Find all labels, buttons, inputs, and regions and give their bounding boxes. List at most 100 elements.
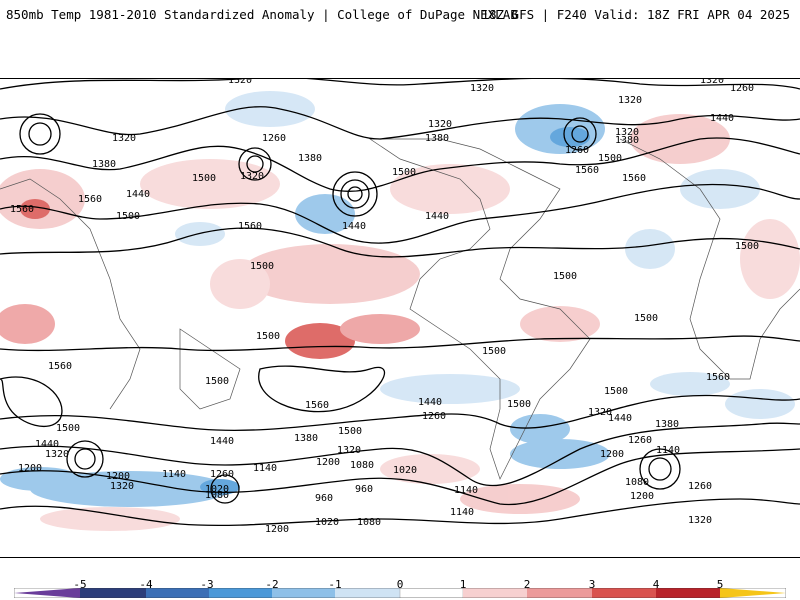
svg-text:1320: 1320 (588, 407, 612, 418)
svg-text:1260: 1260 (688, 481, 712, 492)
svg-text:1380: 1380 (615, 135, 639, 146)
colorbar-segment (14, 588, 80, 598)
colorbar-strip (14, 588, 786, 598)
svg-text:1260: 1260 (210, 469, 234, 480)
colorbar-segment (146, 588, 209, 598)
svg-text:1080: 1080 (350, 460, 374, 471)
title-bar: 850mb Temp 1981-2010 Standardized Anomal… (0, 0, 800, 30)
colorbar-segment (656, 588, 720, 598)
warm-anomaly-shading (0, 114, 800, 531)
colorbar-segment (720, 588, 786, 598)
colorbar-tick: 5 (716, 578, 724, 591)
svg-text:1500: 1500 (604, 386, 628, 397)
colorbar-segment (209, 588, 272, 598)
colorbar-tick: 0 (396, 578, 404, 591)
svg-text:1140: 1140 (450, 507, 474, 518)
svg-text:1500: 1500 (256, 331, 280, 342)
svg-text:1320: 1320 (112, 133, 136, 144)
svg-text:1260: 1260 (422, 411, 446, 422)
svg-text:1140: 1140 (162, 469, 186, 480)
colorbar-tick: 1 (459, 578, 467, 591)
svg-text:1560: 1560 (78, 194, 102, 205)
svg-text:1260: 1260 (730, 83, 754, 94)
svg-text:1440: 1440 (342, 221, 366, 232)
svg-text:1320: 1320 (228, 79, 252, 86)
svg-text:1440: 1440 (418, 397, 442, 408)
weather-map: 1320 1320 1320 1260 1320 1260 1320 1320 … (0, 78, 800, 558)
svg-text:1200: 1200 (316, 457, 340, 468)
svg-text:1440: 1440 (210, 436, 234, 447)
svg-text:1380: 1380 (655, 419, 679, 430)
svg-text:1500: 1500 (392, 167, 416, 178)
svg-text:1500: 1500 (250, 261, 274, 272)
colorbar-tick: 3 (588, 578, 596, 591)
svg-text:1020: 1020 (205, 484, 229, 495)
svg-text:1320: 1320 (470, 83, 494, 94)
svg-text:1320: 1320 (618, 95, 642, 106)
colorbar-segment (335, 588, 400, 598)
svg-text:1080: 1080 (357, 517, 381, 528)
map-title: 850mb Temp 1981-2010 Standardized Anomal… (6, 7, 518, 22)
svg-text:1320: 1320 (615, 127, 639, 138)
colorbar: -5 -4 -3 -2 -1 0 1 2 3 4 5 (0, 570, 800, 600)
colorbar-segment (527, 588, 592, 598)
svg-text:1200: 1200 (106, 471, 130, 482)
svg-text:1500: 1500 (507, 399, 531, 410)
svg-text:1560: 1560 (706, 372, 730, 383)
colorbar-segment (80, 588, 146, 598)
cold-anomaly-shading (0, 91, 795, 507)
svg-text:1140: 1140 (454, 485, 478, 496)
svg-text:1260: 1260 (565, 145, 589, 156)
svg-text:1320: 1320 (240, 171, 264, 182)
svg-text:1500: 1500 (553, 271, 577, 282)
anomaly-map-svg: 1320 1320 1320 1260 1320 1260 1320 1320 … (0, 79, 800, 535)
coastlines (0, 138, 800, 480)
svg-text:1500: 1500 (116, 211, 140, 222)
svg-text:1440: 1440 (126, 189, 150, 200)
svg-text:1500: 1500 (56, 423, 80, 434)
colorbar-segment (463, 588, 527, 598)
svg-text:1140: 1140 (253, 463, 277, 474)
colorbar-segment (592, 588, 656, 598)
svg-text:960: 960 (355, 484, 373, 495)
svg-text:1440: 1440 (425, 211, 449, 222)
svg-text:1380: 1380 (294, 433, 318, 444)
svg-text:1500: 1500 (205, 376, 229, 387)
svg-text:1560: 1560 (48, 361, 72, 372)
svg-text:1500: 1500 (482, 346, 506, 357)
colorbar-segment (272, 588, 335, 598)
svg-text:1080: 1080 (625, 477, 649, 488)
height-contours (0, 79, 800, 527)
svg-text:1500: 1500 (735, 241, 759, 252)
svg-text:1380: 1380 (425, 133, 449, 144)
svg-text:1200: 1200 (265, 524, 289, 535)
contour-labels: 1320 1320 1320 1260 1320 1260 1320 1320 … (10, 79, 759, 535)
colorbar-segment (399, 588, 464, 598)
svg-text:1320: 1320 (337, 445, 361, 456)
svg-text:1500: 1500 (192, 173, 216, 184)
svg-text:1560: 1560 (305, 400, 329, 411)
svg-text:1440: 1440 (710, 113, 734, 124)
svg-text:1020: 1020 (393, 465, 417, 476)
svg-text:1560: 1560 (10, 204, 34, 215)
svg-text:1500: 1500 (634, 313, 658, 324)
svg-text:1140: 1140 (656, 445, 680, 456)
svg-text:1380: 1380 (92, 159, 116, 170)
svg-text:1560: 1560 (238, 221, 262, 232)
svg-text:1320: 1320 (688, 515, 712, 526)
svg-text:1560: 1560 (575, 165, 599, 176)
svg-text:1500: 1500 (338, 426, 362, 437)
svg-text:1200: 1200 (630, 491, 654, 502)
svg-text:1440: 1440 (35, 439, 59, 450)
svg-text:1440: 1440 (608, 413, 632, 424)
svg-text:1320: 1320 (110, 481, 134, 492)
svg-text:960: 960 (315, 493, 333, 504)
svg-text:1320: 1320 (700, 79, 724, 86)
model-run-info: 18Z GFS | F240 Valid: 18Z FRI APR 04 202… (481, 7, 790, 22)
colorbar-tick: 4 (652, 578, 660, 591)
svg-text:1500: 1500 (598, 153, 622, 164)
svg-text:1560: 1560 (622, 173, 646, 184)
svg-text:1320: 1320 (428, 119, 452, 130)
svg-text:1260: 1260 (628, 435, 652, 446)
svg-text:1380: 1380 (298, 153, 322, 164)
